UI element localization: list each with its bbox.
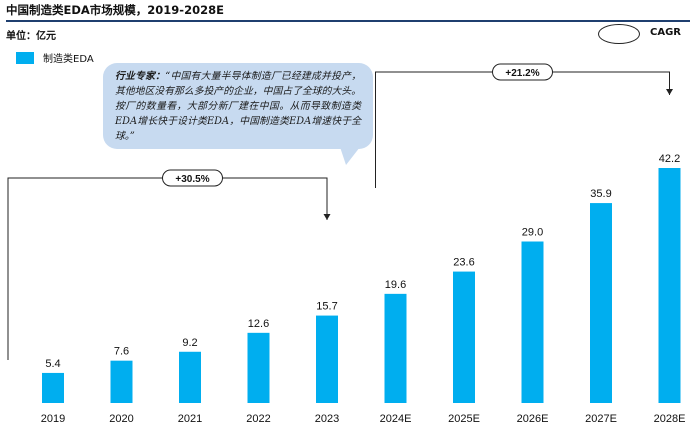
bar-2023 (316, 315, 338, 403)
cagr-bracket-1 (7, 177, 328, 360)
value-label-2020: 7.6 (114, 346, 129, 358)
value-label-2025E: 23.6 (453, 257, 474, 269)
cagr-legend-label: CAGR (650, 27, 681, 38)
bar-2026E (521, 241, 544, 403)
bar-2024E (384, 293, 407, 403)
cagr-bracket-2 (375, 71, 670, 188)
bar-2022 (247, 332, 270, 403)
legend: 制造类EDA (16, 50, 94, 65)
value-label-2024E: 19.6 (385, 279, 406, 291)
expert-label: 行业专家： (115, 71, 166, 82)
x-tick-2022: 2022 (246, 413, 270, 425)
legend-label: 制造类EDA (43, 54, 94, 65)
unit-label: 单位：亿元 (6, 31, 56, 42)
x-tick-2020: 2020 (109, 413, 133, 425)
bar-2028E (658, 168, 681, 403)
value-label-2021: 9.2 (182, 337, 197, 349)
title-divider (6, 20, 690, 22)
cagr-value-1: +30.5% (175, 174, 209, 185)
value-label-2022: 12.6 (248, 318, 269, 330)
value-label-2019: 5.4 (45, 358, 60, 370)
x-tick-2024E: 2024E (380, 413, 412, 425)
expert-quote-bubble: 行业专家：“中国有大量半导体制造厂已经建成并投产，其他地区没有那么多投产的企业，… (103, 63, 373, 149)
value-label-2026E: 29.0 (522, 227, 543, 239)
x-tick-2027E: 2027E (585, 413, 617, 425)
cagr-pill-2 (492, 63, 553, 81)
bar-2019 (42, 372, 64, 403)
legend-swatch (16, 51, 34, 64)
cagr-arrow-1 (323, 214, 331, 220)
bar-2027E (590, 203, 612, 403)
expert-quote: “中国有大量半导体制造厂已经建成并投产，其他地区没有那么多投产的企业，中国占了全… (115, 71, 362, 142)
x-tick-2019: 2019 (41, 413, 65, 425)
cagr-legend-oval (598, 24, 640, 44)
x-tick-2021: 2021 (178, 413, 202, 425)
cagr-arrow-2 (666, 89, 673, 95)
bar-2021 (179, 351, 201, 403)
bubble-tail (340, 147, 360, 165)
value-label-2023: 15.7 (316, 301, 337, 313)
x-tick-2028E: 2028E (654, 413, 686, 425)
x-tick-2025E: 2025E (448, 413, 480, 425)
bar-2020 (110, 360, 133, 403)
x-tick-2026E: 2026E (517, 413, 549, 425)
cagr-value-2: +21.2% (505, 68, 539, 79)
bar-2025E (453, 271, 475, 403)
chart-title: 中国制造类EDA市场规模，2019-2028E (6, 3, 224, 17)
value-label-2028E: 42.2 (659, 153, 680, 165)
cagr-pill-1 (162, 169, 223, 187)
x-tick-2023: 2023 (315, 413, 339, 425)
value-label-2027E: 35.9 (590, 188, 611, 200)
